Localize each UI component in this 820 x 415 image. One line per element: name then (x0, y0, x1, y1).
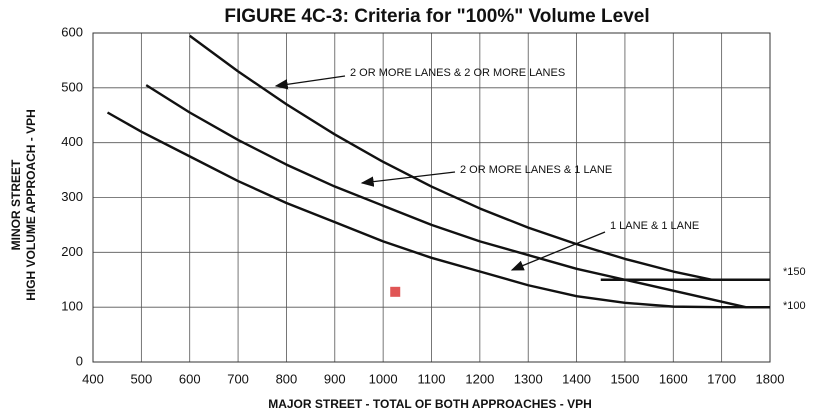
x-tick-label: 1700 (707, 371, 736, 386)
x-tick-label: 1600 (659, 371, 688, 386)
x-tick-label: 400 (82, 371, 104, 386)
annotation: 2 OR MORE LANES & 2 OR MORE LANES (350, 67, 565, 79)
x-tick-label: 900 (324, 371, 346, 386)
y-tick-label: 600 (61, 24, 83, 39)
y-tick-label: 500 (61, 79, 83, 94)
y-tick-label: 300 (61, 189, 83, 204)
annotation-arrow (510, 231, 606, 271)
x-tick-label: 1500 (610, 371, 639, 386)
x-tick-label: 600 (179, 371, 201, 386)
x-tick-label: 1000 (369, 371, 398, 386)
curve (106, 111, 770, 309)
x-tick-label: 1100 (418, 371, 446, 386)
x-tick-label: 1800 (756, 371, 785, 386)
x-axis-label: MAJOR STREET - TOTAL OF BOTH APPROACHES … (268, 397, 592, 411)
x-tick-label: 1300 (514, 371, 543, 386)
y-tick-label: 100 (61, 299, 83, 314)
x-tick-label: 700 (227, 371, 249, 386)
curve (189, 34, 770, 281)
data-point (390, 286, 401, 297)
annotation: 1 LANE & 1 LANE (610, 220, 699, 232)
y-tick-label: 400 (61, 134, 83, 149)
annotation: 2 OR MORE LANES & 1 LANE (460, 164, 612, 176)
annotation-arrow (360, 171, 456, 187)
y-tick-label: 0 (76, 353, 83, 368)
x-tick-label: 800 (276, 371, 298, 386)
right-label: *150 (783, 266, 806, 278)
plot-frame (92, 32, 771, 363)
y-tick-label: 200 (61, 244, 83, 259)
x-tick-label: 500 (131, 371, 153, 386)
curve (145, 84, 770, 309)
x-tick-label: 1200 (465, 371, 494, 386)
chart-title: FIGURE 4C-3: Criteria for "100%" Volume … (224, 6, 649, 27)
x-tick-label: 1400 (562, 371, 591, 386)
y-axis-label: MINOR STREET (9, 159, 23, 250)
y-axis-label: HIGH VOLUME APPROACH - VPH (24, 109, 38, 301)
annotation-arrow (274, 75, 346, 90)
right-label: *100 (783, 300, 806, 312)
